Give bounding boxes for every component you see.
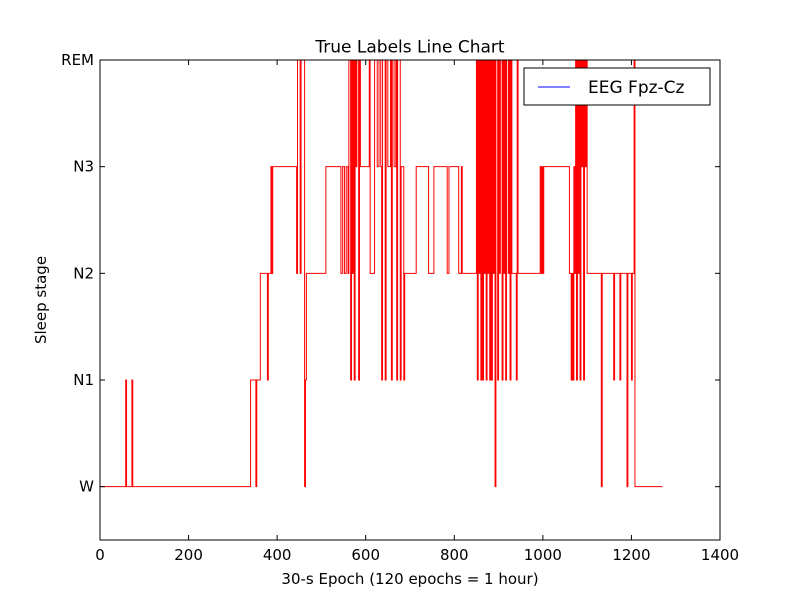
x-axis-label: 30-s Epoch (120 epochs = 1 hour) xyxy=(281,570,538,588)
x-axis: 0 200 400 600 800 1000 1200 1400 xyxy=(95,60,739,564)
chart-title: True Labels Line Chart xyxy=(314,38,505,58)
y-tick-label: N3 xyxy=(73,158,94,176)
x-tick-label: 600 xyxy=(351,546,380,564)
x-tick-label: 1200 xyxy=(612,546,650,564)
y-tick-label: W xyxy=(79,478,94,496)
x-tick-label: 200 xyxy=(174,546,203,564)
x-tick-label: 800 xyxy=(440,546,469,564)
x-tick-label: 1400 xyxy=(701,546,739,564)
series-layer xyxy=(100,60,663,488)
series-line-0 xyxy=(100,60,663,488)
x-tick-label: 0 xyxy=(95,546,105,564)
x-tick-label: 400 xyxy=(263,546,292,564)
y-tick-label: N2 xyxy=(73,264,94,282)
y-axis-label: Sleep stage xyxy=(32,256,50,344)
legend: EEG Fpz-Cz xyxy=(523,67,711,106)
y-axis: W N1 N2 N3 REM xyxy=(61,51,720,496)
x-tick-label: 1000 xyxy=(524,546,562,564)
plot-area xyxy=(100,60,720,540)
legend-entry-eeg-fpz-cz: EEG Fpz-Cz xyxy=(588,78,685,98)
y-tick-label: REM xyxy=(61,51,94,69)
y-tick-label: N1 xyxy=(73,371,94,389)
plot-frame xyxy=(99,59,721,541)
